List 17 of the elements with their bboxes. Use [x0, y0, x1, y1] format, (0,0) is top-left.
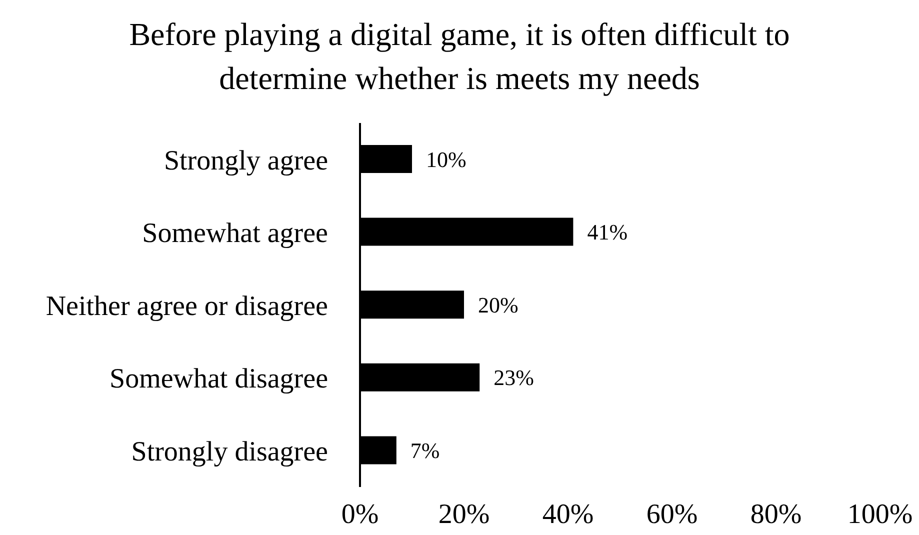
chart-title: Before playing a digital game, it is often difficult to determine whether is meets my needs [128, 15, 791, 98]
y-tick-label: Somewhat disagree [110, 364, 328, 395]
x-tick-label: 100% [847, 498, 913, 530]
data-label: 41% [587, 220, 628, 245]
x-tick-label: 40% [542, 498, 594, 530]
y-tick-label: Strongly disagree [131, 436, 328, 468]
y-tick-label: Neither agree or disagree [46, 290, 328, 322]
data-label: 20% [478, 292, 518, 318]
x-tick-label: 20% [438, 498, 490, 530]
x-tick-label: 80% [750, 498, 802, 530]
y-tick-label: Somewhat agree [142, 218, 328, 250]
data-label: 7% [410, 438, 440, 464]
x-tick-label: 0% [341, 498, 379, 530]
y-tick-label: Strongly agree [164, 145, 328, 176]
x-tick-label: 60% [646, 498, 698, 530]
data-label: 23% [494, 365, 534, 390]
data-label: 10% [426, 146, 466, 172]
